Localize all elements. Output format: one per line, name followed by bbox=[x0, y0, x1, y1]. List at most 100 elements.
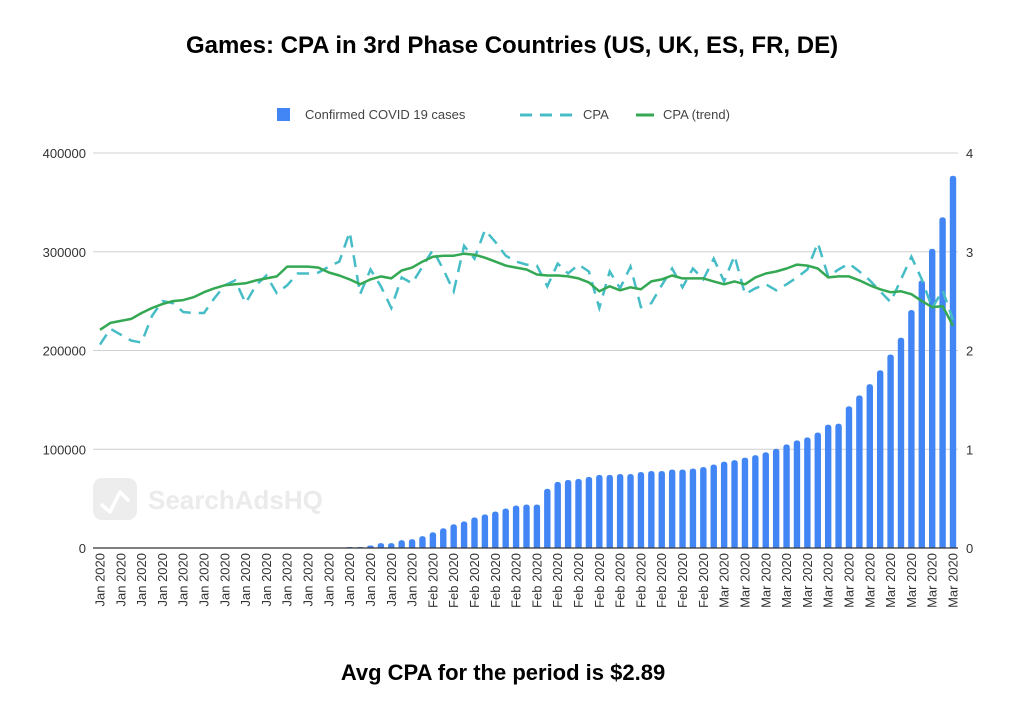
x-axis-tick-label: Jan 2020 bbox=[197, 553, 212, 607]
x-axis-tick-label: Feb 2020 bbox=[446, 553, 461, 608]
left-axis-tick-label: 300000 bbox=[43, 245, 86, 260]
x-axis-tick-label: Mar 2020 bbox=[841, 553, 856, 608]
left-axis-tick-label: 100000 bbox=[43, 442, 86, 457]
bar-cases bbox=[460, 521, 468, 548]
x-axis-tick-label: Jan 2020 bbox=[321, 553, 336, 607]
bar-cases bbox=[762, 452, 769, 548]
x-axis-tick-label: Feb 2020 bbox=[571, 553, 586, 608]
bar-cases bbox=[949, 175, 957, 548]
bar-cases bbox=[731, 460, 738, 548]
bar-cases bbox=[637, 471, 645, 548]
legend-swatch-cases bbox=[277, 108, 290, 121]
bar-cases bbox=[554, 481, 561, 548]
x-axis-tick-label: Feb 2020 bbox=[592, 553, 607, 608]
x-axis-tick-label: Mar 2020 bbox=[821, 553, 836, 608]
bar-cases bbox=[866, 384, 873, 548]
x-axis-tick-label: Mar 2020 bbox=[925, 553, 940, 608]
legend-label-cpa: CPA bbox=[583, 107, 609, 122]
left-axis-ticks: 0 100000 200000 300000 400000 bbox=[43, 146, 86, 556]
right-axis-tick-label: 4 bbox=[966, 146, 973, 161]
bar-cases bbox=[793, 440, 801, 548]
x-axis-tick-label: Mar 2020 bbox=[779, 553, 794, 608]
legend-item-cpa[interactable]: CPA bbox=[520, 107, 609, 122]
x-axis-tick-label: Jan 2020 bbox=[259, 553, 274, 607]
bar-cases bbox=[492, 511, 499, 548]
line-cpa bbox=[98, 227, 955, 346]
bar-cases bbox=[876, 370, 884, 548]
bar-cases bbox=[856, 395, 863, 548]
bar-cases bbox=[533, 504, 541, 548]
x-axis-tick-label: Jan 2020 bbox=[113, 553, 128, 607]
x-axis-tick-label: Jan 2020 bbox=[155, 553, 170, 607]
x-axis-tick-label: Feb 2020 bbox=[654, 553, 669, 608]
bar-cases bbox=[596, 474, 603, 548]
watermark: SearchAdsHQ bbox=[93, 478, 323, 520]
bar-cases bbox=[419, 536, 426, 548]
x-axis-tick-label: Jan 2020 bbox=[176, 553, 191, 607]
legend-item-cases[interactable]: Confirmed COVID 19 cases bbox=[277, 107, 466, 122]
x-axis-tick-label: Jan 2020 bbox=[405, 553, 420, 607]
x-axis-tick-label: Mar 2020 bbox=[883, 553, 898, 608]
bar-cases bbox=[429, 532, 437, 548]
x-axis-tick-label: Mar 2020 bbox=[862, 553, 877, 608]
x-axis-tick-label: Feb 2020 bbox=[488, 553, 503, 608]
x-axis-tick-label: Feb 2020 bbox=[613, 553, 628, 608]
bar-cases bbox=[377, 543, 385, 548]
bar-cases bbox=[710, 464, 717, 548]
bar-cases bbox=[887, 354, 894, 548]
x-axis-tick-label: Feb 2020 bbox=[509, 553, 524, 608]
bar-cases bbox=[616, 473, 624, 548]
bar-cases bbox=[772, 448, 780, 548]
gridlines bbox=[93, 152, 958, 450]
bar-cases bbox=[720, 461, 728, 548]
bar-cases bbox=[585, 476, 593, 548]
bar-cases bbox=[700, 467, 707, 548]
x-axis-tick-label: Mar 2020 bbox=[737, 553, 752, 608]
bar-cases bbox=[398, 540, 405, 548]
line-cpa-trend bbox=[99, 252, 955, 331]
bar-cases bbox=[481, 514, 489, 548]
x-axis-tick-label: Feb 2020 bbox=[425, 553, 440, 608]
x-axis-tick-label: Jan 2020 bbox=[93, 553, 108, 607]
bar-cases bbox=[679, 469, 686, 548]
legend-item-cpa-trend[interactable]: CPA (trend) bbox=[636, 107, 730, 122]
x-axis-tick-label: Jan 2020 bbox=[238, 553, 253, 607]
x-axis-tick-label: Jan 2020 bbox=[342, 553, 357, 607]
bar-cases bbox=[668, 469, 676, 548]
x-axis-tick-label: Jan 2020 bbox=[217, 553, 232, 607]
x-axis-tick-label: Mar 2020 bbox=[946, 553, 961, 608]
right-axis-ticks: 0 1 2 3 4 bbox=[966, 146, 973, 556]
bar-cases bbox=[544, 488, 551, 548]
bar-cases bbox=[606, 474, 613, 548]
bar-cases bbox=[408, 539, 416, 548]
x-axis-tick-label: Feb 2020 bbox=[633, 553, 648, 608]
watermark-text: SearchAdsHQ bbox=[148, 485, 323, 515]
bar-cases bbox=[564, 479, 572, 548]
x-axis-tick-label: Jan 2020 bbox=[301, 553, 316, 607]
bar-cases bbox=[471, 517, 478, 548]
x-axis-tick-label: Feb 2020 bbox=[529, 553, 544, 608]
x-axis-tick-label: Mar 2020 bbox=[904, 553, 919, 608]
bar-cases bbox=[689, 468, 697, 548]
x-axis-tick-label: Jan 2020 bbox=[280, 553, 295, 607]
bar-cases bbox=[845, 406, 853, 548]
bar-cases bbox=[388, 543, 395, 548]
bar-cases bbox=[627, 473, 634, 548]
x-axis-tick-label: Feb 2020 bbox=[467, 553, 482, 608]
bar-cases bbox=[897, 337, 905, 548]
bar-cases bbox=[741, 457, 749, 548]
bar-cases bbox=[440, 528, 447, 548]
x-axis-tick-label: Feb 2020 bbox=[675, 553, 690, 608]
legend: Confirmed COVID 19 cases CPA CPA (trend) bbox=[277, 107, 730, 122]
bar-cases bbox=[918, 280, 925, 548]
bar-cases bbox=[939, 217, 946, 548]
bar-cases bbox=[814, 432, 821, 548]
bar-cases bbox=[804, 437, 811, 548]
right-axis-tick-label: 3 bbox=[966, 245, 973, 260]
left-axis-tick-label: 400000 bbox=[43, 146, 86, 161]
bar-cases bbox=[783, 444, 790, 548]
bar-cases bbox=[502, 508, 509, 548]
legend-label-cpa-trend: CPA (trend) bbox=[663, 107, 730, 122]
footer-note: Avg CPA for the period is $2.89 bbox=[341, 660, 665, 685]
